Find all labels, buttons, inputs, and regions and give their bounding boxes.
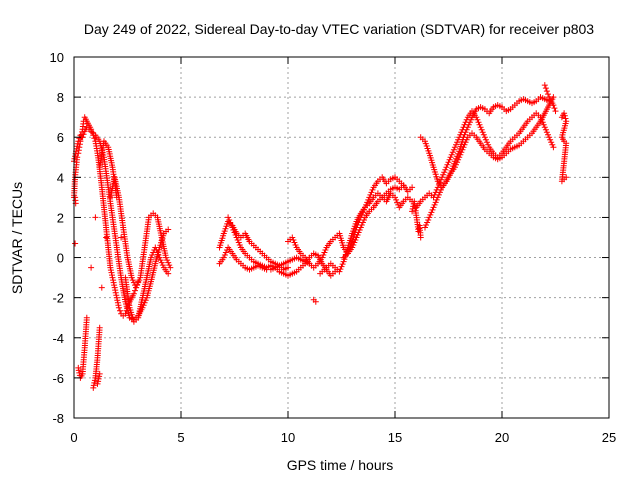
data-points (71, 82, 570, 391)
y-tick-label: -6 (52, 371, 64, 386)
marker-path (90, 174, 174, 391)
plot-frame (73, 56, 610, 419)
x-tick-label: 5 (177, 430, 184, 445)
chart-title: Day 249 of 2022, Sidereal Day-to-day VTE… (84, 21, 594, 37)
y-axis-ticks: -8 -6 -4 -2 0 2 4 6 8 10 (50, 50, 609, 426)
y-axis-label: SDTVAR / TECUs (9, 182, 25, 294)
y-tick-label: 8 (57, 90, 64, 105)
x-axis-label: GPS time / hours (287, 457, 394, 473)
x-axis-ticks: 0 5 10 15 20 25 (70, 57, 616, 445)
marker-path (422, 94, 557, 231)
y-tick-label: -8 (52, 411, 64, 426)
series-arc-15 (558, 110, 570, 185)
y-tick-label: 0 (57, 251, 64, 266)
marker-path (285, 182, 416, 271)
x-tick-label: 20 (495, 430, 509, 445)
series-arc-10 (340, 174, 407, 261)
series-arc-14 (541, 82, 559, 115)
marker-path (541, 82, 559, 115)
series-arc-3 (90, 174, 174, 391)
marker-path (75, 138, 172, 381)
series-arc-6 (216, 244, 339, 279)
series-arc-16 (72, 194, 424, 387)
grid (74, 57, 609, 418)
series-arc-7 (225, 214, 291, 273)
series-arc-8 (285, 182, 416, 271)
y-tick-label: 10 (50, 50, 64, 65)
x-tick-label: 15 (388, 430, 402, 445)
y-tick-label: 2 (57, 210, 64, 225)
marker-path (340, 174, 407, 261)
x-tick-label: 10 (281, 430, 295, 445)
marker-path (216, 244, 339, 279)
marker-path (225, 214, 291, 273)
y-tick-label: -4 (52, 331, 64, 346)
y-tick-label: 6 (57, 130, 64, 145)
series-arc-13 (422, 94, 557, 231)
y-tick-label: 4 (57, 170, 64, 185)
x-tick-label: 0 (70, 430, 77, 445)
marker-path (72, 194, 424, 387)
y-tick-label: -2 (52, 291, 64, 306)
series-arc-2 (75, 138, 172, 381)
marker-path (558, 110, 570, 185)
x-tick-label: 25 (602, 430, 616, 445)
